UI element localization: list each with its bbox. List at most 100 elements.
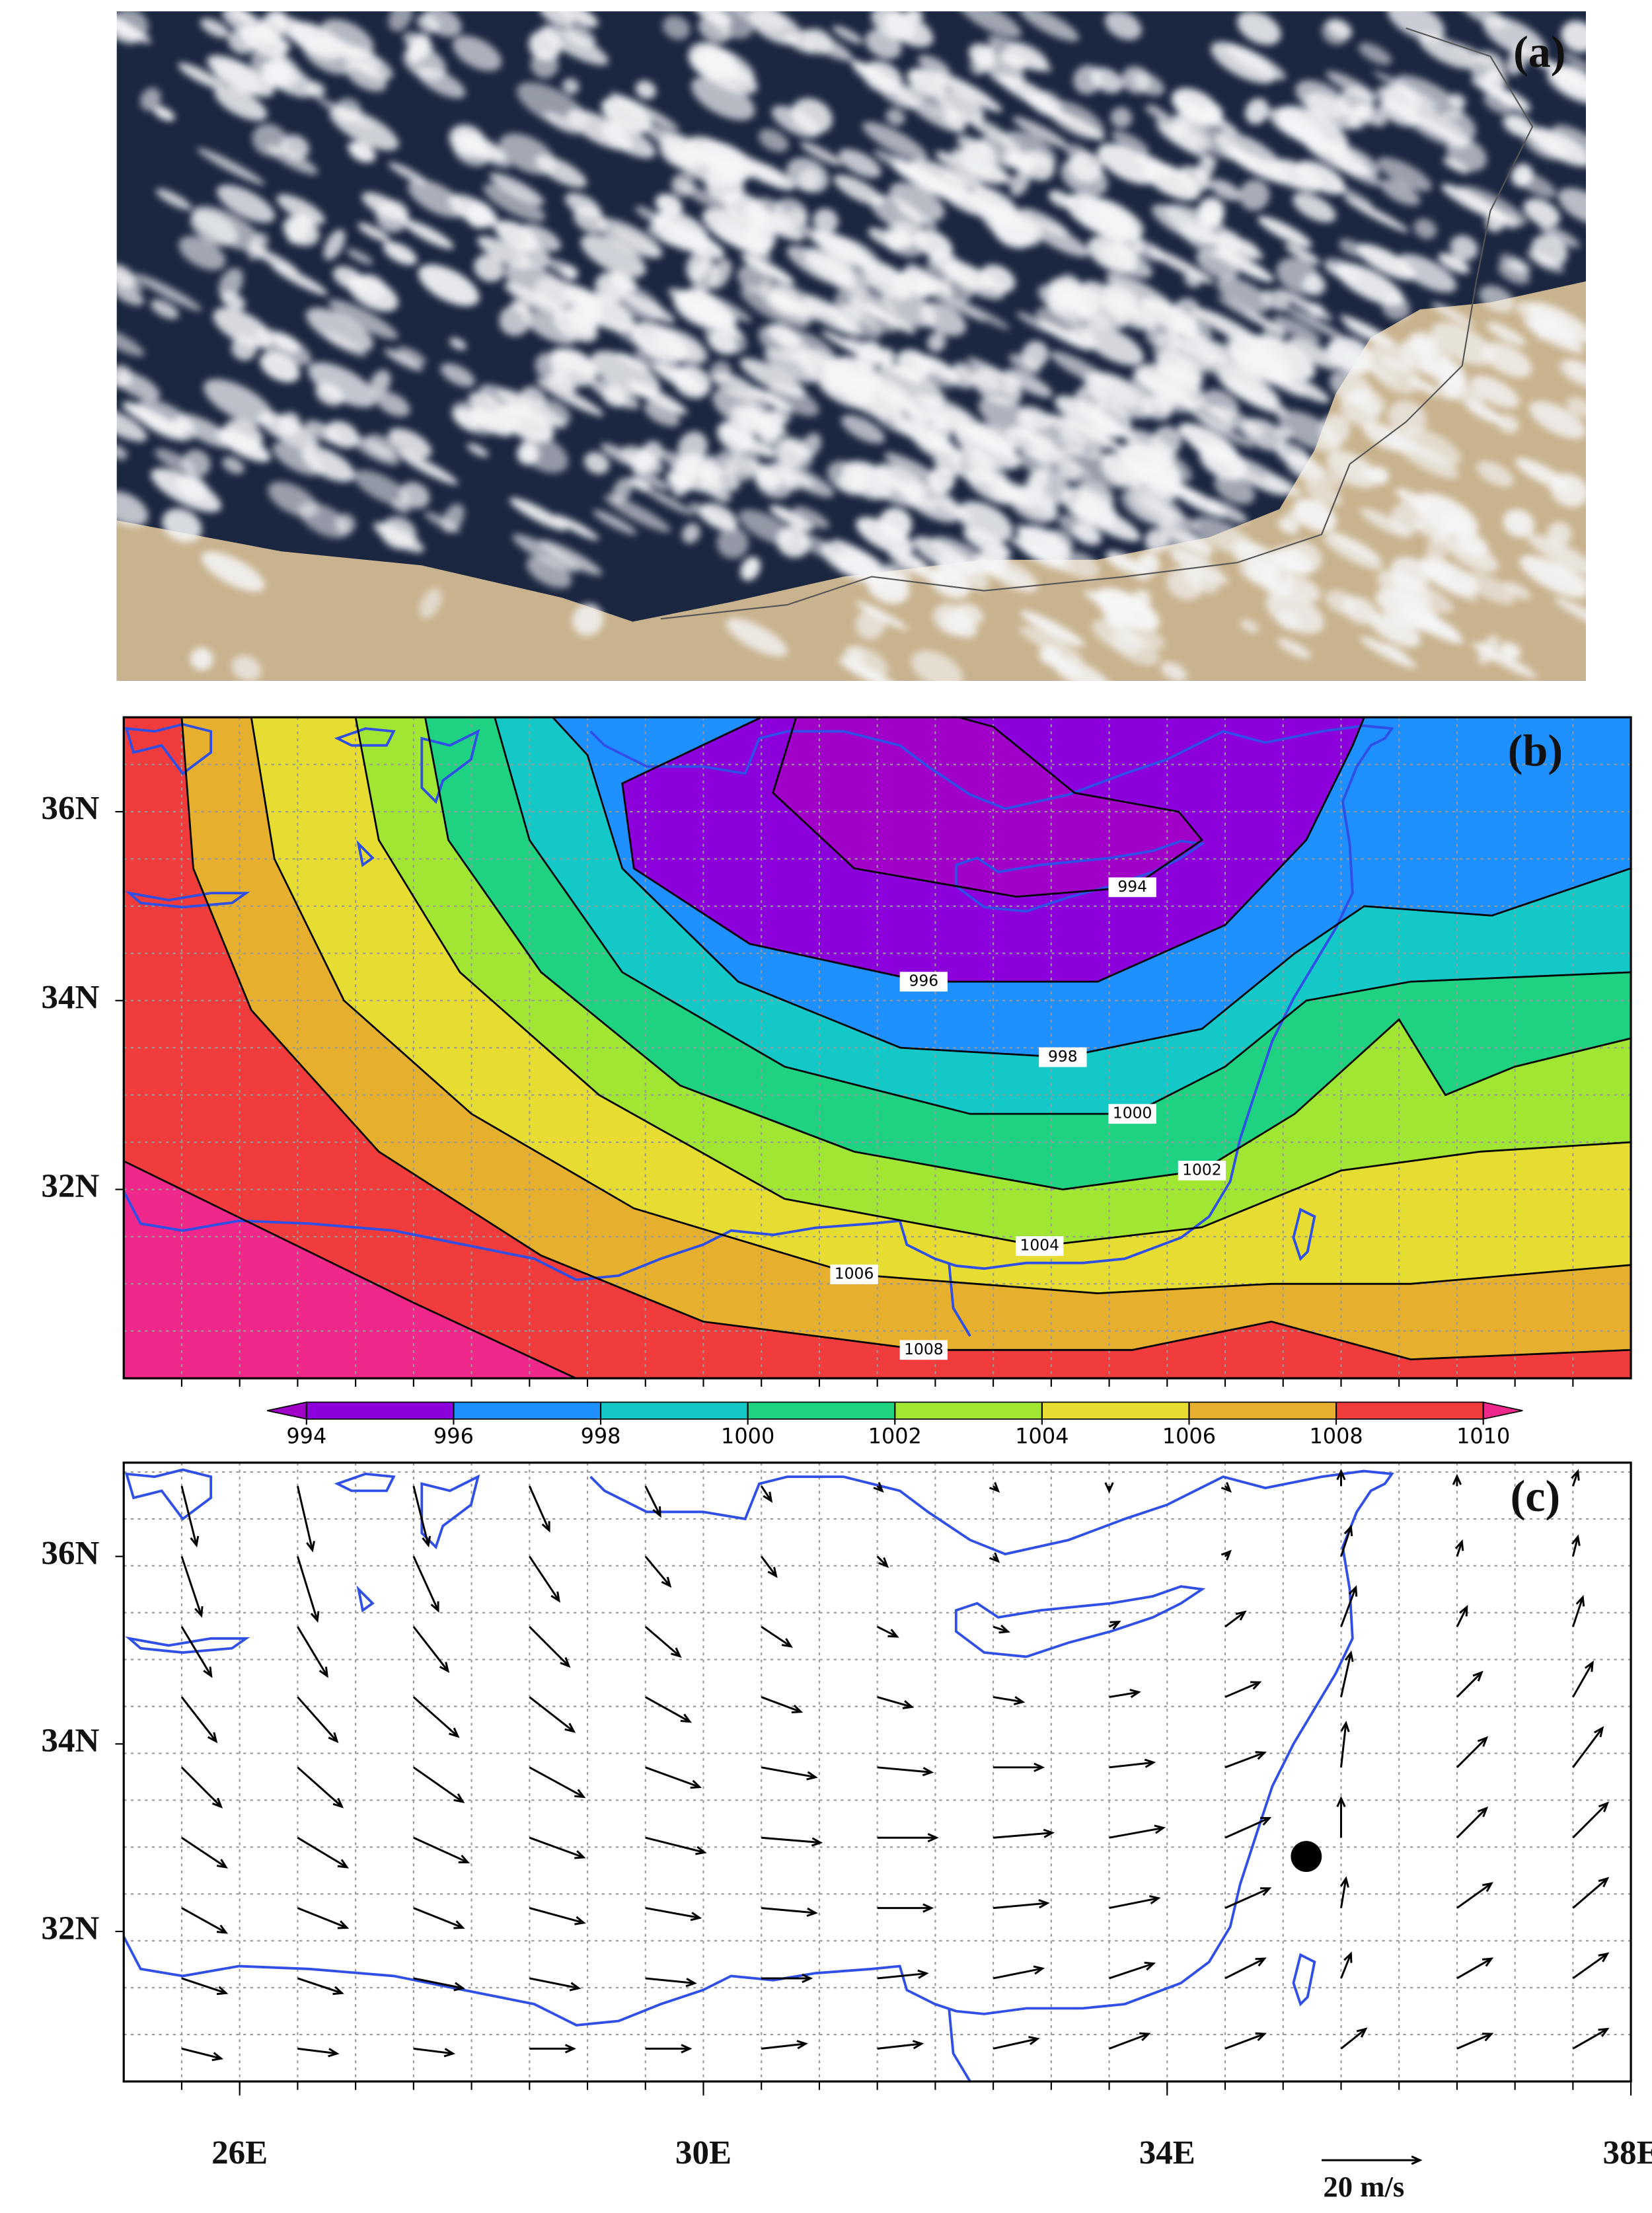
cloud [1277, 518, 1299, 535]
cloud [1375, 589, 1441, 633]
wind-vector [1456, 2033, 1494, 2050]
cloud [1155, 352, 1203, 386]
satellite-image [116, 11, 1586, 681]
wind-vector [993, 1762, 1045, 1772]
colorbar-band [600, 1401, 749, 1420]
cloud [702, 464, 740, 491]
cloud [642, 487, 694, 516]
cloud [927, 332, 946, 352]
wind-vector [297, 1836, 349, 1869]
cloud [509, 498, 568, 531]
cloud [1178, 165, 1211, 191]
wind-vector [413, 2047, 456, 2058]
wind-vector [877, 1903, 934, 1913]
cloud [1075, 385, 1106, 413]
cloud [1019, 11, 1079, 42]
cloud [1499, 213, 1519, 229]
plot-frame [122, 1461, 1632, 2083]
cloud [601, 123, 656, 159]
cloud [448, 194, 499, 227]
colorbar-band [1188, 1401, 1337, 1420]
cloud [1004, 368, 1053, 398]
colorbar-label: 1002 [868, 1424, 922, 1449]
wind-vector [1456, 1736, 1489, 1768]
wind-vector [1572, 1877, 1610, 1909]
wind-vector [297, 1907, 350, 1929]
cloud [1047, 300, 1095, 330]
wind-vector [181, 1977, 229, 1996]
contour-map: 994 996 998 1000 1002 1004 1006 1008 [124, 717, 1632, 1379]
cloud [908, 159, 968, 200]
contour-label: 1000 [1113, 1104, 1152, 1122]
wind-vector [1224, 1751, 1267, 1769]
cloud [1017, 525, 1071, 564]
cloud [541, 25, 609, 65]
cloud [1443, 514, 1468, 537]
cloud [706, 455, 737, 475]
cloud [1072, 500, 1141, 541]
cloud [1239, 179, 1270, 211]
cloud [957, 501, 1013, 542]
cloud [453, 35, 502, 71]
cloud [1049, 351, 1111, 387]
cloud [631, 468, 669, 490]
cloud [467, 443, 489, 457]
wind-vector [297, 1977, 344, 1996]
cloud [778, 329, 838, 370]
cloud [1012, 116, 1069, 149]
cloud [1010, 170, 1030, 196]
wind-vector [529, 1836, 586, 1859]
cloud [929, 567, 970, 599]
wind-vector [1454, 1539, 1464, 1557]
wind-vector [296, 1485, 315, 1553]
cloud [987, 35, 1052, 72]
cloud [978, 396, 1037, 438]
cloud [714, 227, 772, 260]
cloud [408, 179, 465, 218]
cloud [1061, 288, 1083, 307]
cloud [1072, 522, 1102, 546]
cloud [207, 55, 274, 97]
cloud [1232, 539, 1280, 572]
cloud [1418, 34, 1474, 69]
wind-vector [181, 2047, 224, 2062]
cloud [1110, 107, 1133, 128]
y-tick-label: 32N [41, 1910, 99, 1947]
cloud [116, 324, 145, 357]
cloud [885, 108, 905, 126]
cloud [1260, 290, 1290, 311]
cloud [1476, 461, 1514, 487]
wind-vector [876, 1625, 899, 1638]
cloud [535, 155, 587, 188]
cloud [116, 444, 128, 460]
cloud [1552, 64, 1586, 95]
cloud [1051, 656, 1112, 681]
cloud [1141, 395, 1172, 420]
cloud [354, 469, 410, 506]
cloud [1283, 575, 1321, 603]
cloud [754, 469, 780, 490]
cloud [893, 417, 959, 456]
contour-line [551, 717, 1632, 1058]
cloud [1209, 178, 1241, 201]
cloud [1431, 322, 1494, 366]
cloud [1277, 638, 1312, 659]
cloud [1419, 557, 1479, 596]
cloud [204, 379, 274, 426]
contour-label: 1008 [904, 1340, 944, 1358]
cloud [1447, 539, 1499, 572]
cloud [260, 61, 316, 98]
cloud [696, 45, 755, 84]
cloud [632, 451, 655, 475]
cloud [1026, 468, 1049, 496]
cloud [200, 18, 230, 38]
cloud [839, 149, 882, 178]
cloud [1100, 244, 1152, 278]
cloud [1519, 555, 1586, 598]
cloud [827, 461, 868, 494]
cloud [1443, 157, 1470, 174]
x-tick-label: 38E [1603, 2134, 1652, 2171]
cloud [1405, 112, 1465, 145]
cloud [1564, 360, 1586, 382]
wind-vector [645, 1977, 697, 1988]
